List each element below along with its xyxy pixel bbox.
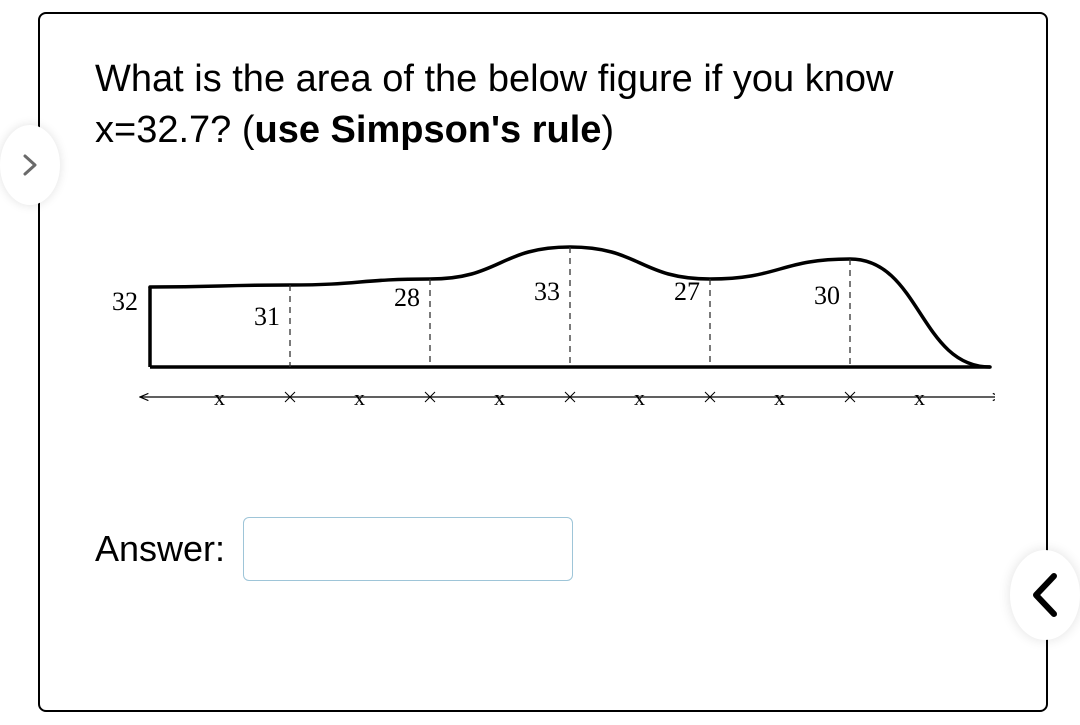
interval-label: x — [914, 385, 925, 411]
interval-label: x — [354, 385, 365, 411]
question-card: What is the area of the below figure if … — [38, 12, 1048, 712]
interval-label: x — [774, 385, 785, 411]
simpsons-figure: 32 31 28 33 27 30 x x x x x x — [95, 177, 995, 457]
chevron-left-icon — [1028, 570, 1062, 620]
question-bold: use Simpson's rule — [255, 109, 602, 151]
answer-input[interactable] — [243, 517, 573, 581]
ordinate-label: 32 — [112, 287, 138, 317]
interval-label: x — [494, 385, 505, 411]
figure-svg — [95, 177, 995, 437]
interval-label: x — [214, 385, 225, 411]
question-text: What is the area of the below figure if … — [95, 54, 1001, 157]
chevron-right-icon — [21, 153, 39, 177]
question-suffix: ) — [601, 109, 614, 151]
nav-prev-button[interactable] — [0, 125, 60, 205]
ordinate-label: 30 — [814, 281, 840, 311]
ordinate-label: 27 — [674, 277, 700, 307]
ordinate-label: 33 — [534, 277, 560, 307]
ordinate-label: 28 — [394, 283, 420, 313]
answer-label: Answer: — [95, 528, 225, 570]
ordinate-label: 31 — [254, 302, 280, 332]
answer-row: Answer: — [95, 517, 1001, 581]
interval-label: x — [634, 385, 645, 411]
nav-next-button[interactable] — [1010, 550, 1080, 640]
